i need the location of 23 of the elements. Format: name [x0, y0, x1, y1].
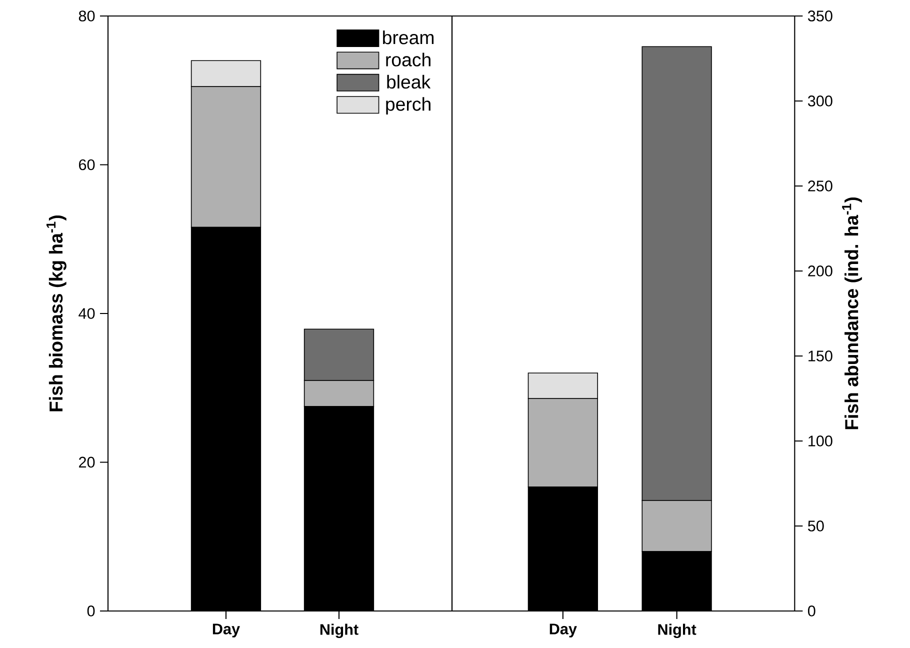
- y2-tick-label: 0: [808, 606, 816, 616]
- y2-tick-label: 350: [808, 10, 832, 22]
- y-tick-label: 40: [78, 308, 95, 319]
- y-tick-label: 60: [79, 159, 95, 170]
- y-tick-label: 0: [87, 606, 95, 616]
- legend-label: perch: [386, 97, 430, 114]
- y-tick-label: 20: [79, 456, 95, 468]
- y2-tick-label: 300: [808, 96, 832, 106]
- legend-label: roach: [386, 52, 430, 66]
- legend-label: bream: [383, 30, 434, 44]
- x-tick-label: Night: [320, 624, 358, 638]
- y-axis-title: Fish biomass (kg ha$^{-1}$): [46, 215, 66, 412]
- x-tick-label: Night: [658, 624, 696, 638]
- y-tick-label: 80: [78, 10, 95, 22]
- y2-tick-label: 250: [808, 180, 832, 192]
- legend-label: bleak: [387, 74, 431, 89]
- x-tick-label: Day: [550, 624, 577, 638]
- y2-tick-label: 50: [808, 520, 824, 532]
- y2-axis-title: Fish abundance (ind. ha$^{-1}$): [842, 197, 862, 430]
- y2-tick-label: 100: [808, 436, 832, 446]
- x-tick-label: Day: [212, 624, 240, 638]
- y2-tick-label: 200: [808, 266, 832, 276]
- y2-tick-label: 150: [808, 350, 832, 362]
